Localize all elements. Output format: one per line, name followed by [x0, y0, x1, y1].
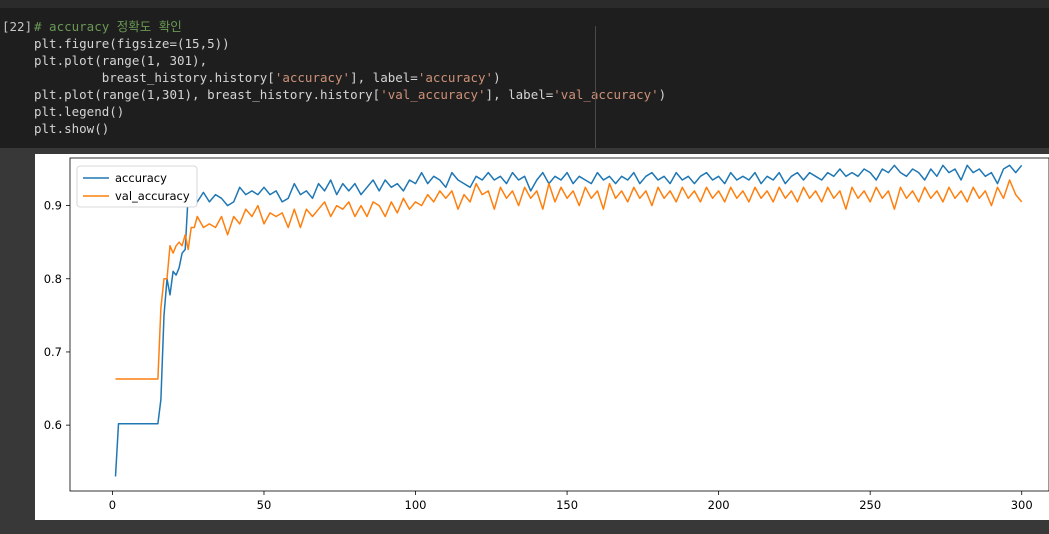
code-line: plt.show()	[34, 120, 666, 137]
code-line: plt.plot(range(1,301), breast_history.hi…	[34, 86, 666, 103]
code-line: # accuracy 정확도 확인	[34, 18, 666, 35]
line-chart: 0 50 100 150 200 250 300 0.6 0.7 0.8 0.9 accuracy va…	[44, 157, 1049, 512]
code-token: )	[493, 70, 501, 85]
series-line-val-accuracy	[115, 179, 1023, 380]
code-token: ], label=	[350, 70, 418, 85]
code-token: plt.plot(range(1,301), breast_history.hi…	[34, 87, 381, 102]
code-line: plt.legend()	[34, 103, 666, 120]
code-line: breast_history.history['accuracy'], labe…	[34, 69, 666, 86]
code-line: plt.figure(figsize=(15,5))	[34, 35, 666, 52]
legend-label: accuracy	[115, 171, 167, 185]
y-tick-label: 0.6	[44, 418, 62, 432]
code-token: # accuracy 정확도 확인	[34, 19, 182, 34]
y-tick-label: 0.8	[44, 272, 62, 286]
code-editor[interactable]: # accuracy 정확도 확인 plt.figure(figsize=(15,…	[34, 18, 666, 137]
x-tick-label: 0	[109, 498, 116, 512]
code-token: plt.plot(range(1, 301),	[34, 53, 208, 68]
code-token: )	[658, 87, 667, 102]
x-tick-label: 50	[257, 498, 272, 512]
x-tick-label: 250	[859, 498, 881, 512]
y-tick-label: 0.9	[44, 199, 62, 213]
notebook-top-bar	[0, 0, 1049, 8]
series-line-accuracy	[114, 164, 1023, 477]
code-token: plt.legend()	[34, 104, 125, 119]
plot-figure: 0 50 100 150 200 250 300 0.6 0.7 0.8 0.9 accuracy va…	[35, 154, 1049, 520]
code-line: plt.plot(range(1, 301),	[34, 52, 666, 69]
code-token: plt.figure(figsize=(15,5))	[34, 36, 230, 51]
legend-label: val_accuracy	[115, 189, 190, 203]
code-token: 'accuracy'	[417, 70, 494, 85]
x-tick-label: 100	[405, 498, 427, 512]
code-token: plt.show()	[34, 121, 110, 136]
code-token: 'val_accuracy'	[380, 87, 486, 102]
code-cell[interactable]: [22] # accuracy 정확도 확인 plt.figure(figsize…	[0, 8, 1049, 156]
x-tick-label: 300	[1011, 498, 1033, 512]
axes-frame	[69, 157, 1049, 492]
line-length-ruler	[595, 26, 596, 156]
code-token: 'val_accuracy'	[553, 87, 659, 102]
code-token: 'accuracy'	[274, 70, 351, 85]
y-tick-label: 0.7	[44, 345, 62, 359]
x-tick-label: 150	[556, 498, 578, 512]
x-tick-label: 200	[708, 498, 730, 512]
code-token: breast_history.history[	[34, 70, 275, 85]
code-token: ], label=	[485, 87, 554, 102]
cell-execution-count: [22]	[2, 19, 33, 34]
